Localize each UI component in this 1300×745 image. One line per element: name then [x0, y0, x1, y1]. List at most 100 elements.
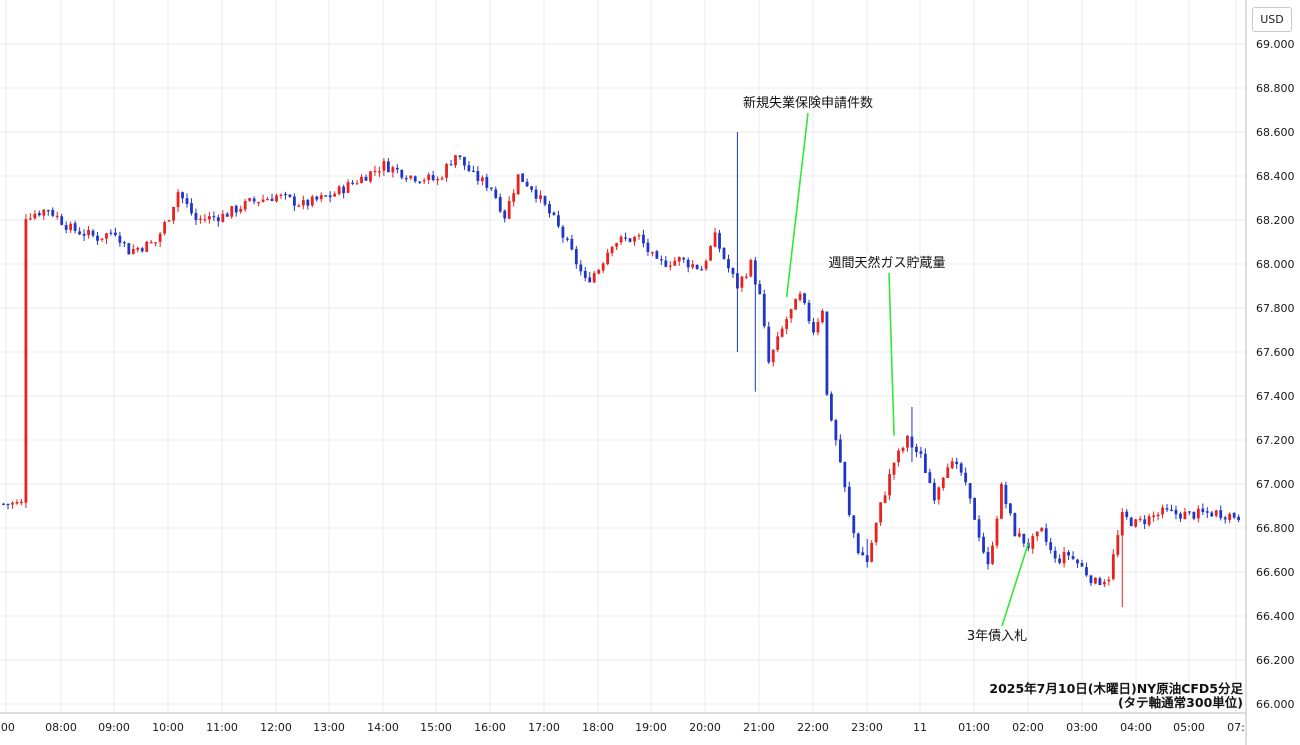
candle-body — [489, 187, 493, 189]
candle-body — [901, 447, 905, 452]
candle-body — [467, 165, 471, 172]
candle-body — [615, 243, 618, 247]
annotation-3yr-auction: 3年債入札 — [967, 629, 1027, 644]
candle-body — [185, 198, 189, 204]
time-axis[interactable]: :00 08:00 09:00 10:00 11:00 12:00 13:00 14:00 15… — [0, 721, 1245, 734]
chart-caption-line1: 2025年7月10日(木曜日)NY原油CFD5分足 — [989, 681, 1243, 696]
candle-body — [870, 542, 874, 562]
candle-body — [1067, 552, 1070, 556]
y-tick-label: 67.000 — [1256, 478, 1295, 491]
candle-body — [149, 242, 153, 244]
candle-body — [373, 170, 377, 173]
candle-body — [20, 501, 23, 504]
candle-body — [825, 311, 829, 395]
candle-body — [700, 269, 704, 271]
y-tick-label: 69.000 — [1256, 38, 1295, 51]
candle-body — [315, 196, 319, 200]
x-tick-label: 21:00 — [743, 721, 775, 734]
candle-body — [668, 265, 672, 267]
candle-body — [158, 233, 162, 242]
x-tick-label: 03:00 — [1066, 721, 1098, 734]
y-tick-label: 68.800 — [1256, 82, 1295, 95]
candle-body — [1053, 550, 1057, 559]
candle-body — [1201, 508, 1205, 513]
x-tick-label: 01:00 — [958, 721, 990, 734]
candle-body — [695, 264, 699, 269]
candle-body — [816, 321, 820, 333]
candle-body — [230, 206, 234, 217]
currency-selector[interactable]: USD — [1252, 7, 1292, 32]
candle-body — [516, 174, 520, 195]
candle-body — [507, 200, 511, 219]
candle-body — [1058, 558, 1062, 563]
candle-body — [64, 225, 68, 230]
candle-body — [941, 477, 945, 488]
candle-body — [145, 241, 149, 252]
candle-body — [1098, 578, 1102, 585]
candle-body — [360, 176, 363, 183]
candle-body — [404, 178, 408, 180]
candle-body — [436, 179, 439, 181]
candle-body — [1102, 582, 1106, 585]
candle-body — [1219, 510, 1223, 519]
candle-body — [879, 502, 883, 523]
x-tick-label: 10:00 — [152, 721, 184, 734]
candle-body — [503, 210, 507, 219]
candle-body — [279, 194, 283, 196]
candle-body — [619, 236, 623, 243]
candle-body — [704, 261, 708, 269]
candle-body — [445, 164, 448, 178]
x-tick-label: 20:00 — [689, 721, 721, 734]
y-tick-label: 68.200 — [1256, 214, 1295, 227]
candle-body — [583, 270, 587, 278]
y-tick-label: 68.000 — [1256, 258, 1295, 271]
candle-body — [454, 155, 457, 166]
candle-body — [427, 174, 431, 180]
candle-body — [1129, 517, 1133, 527]
candle-body — [114, 232, 117, 236]
y-tick-label: 66.200 — [1256, 654, 1295, 667]
candle-body — [655, 251, 659, 259]
candle-body — [539, 195, 542, 200]
candle-body — [1183, 511, 1187, 520]
x-tick-label: 23:00 — [851, 721, 883, 734]
candle-body — [932, 482, 936, 501]
candle-body — [109, 232, 113, 234]
candle-body — [892, 462, 896, 475]
x-tick-label: 18:00 — [582, 721, 614, 734]
candle-body — [409, 175, 413, 179]
candle-body — [1188, 511, 1191, 513]
candle-body — [1170, 509, 1173, 511]
candle-body — [736, 273, 739, 289]
candle-body — [328, 195, 332, 198]
candle-body — [199, 218, 202, 220]
annotation-jobless-claims: 新規失業保険申請件数 — [743, 95, 873, 111]
candle-body — [306, 199, 310, 206]
candle-body — [610, 246, 614, 254]
candle-body — [1013, 513, 1017, 537]
y-tick-label: 67.400 — [1256, 390, 1295, 403]
candle-body — [154, 242, 158, 244]
candle-body — [861, 552, 865, 556]
candle-body — [480, 177, 484, 182]
candle-body — [1017, 533, 1021, 537]
candle-body — [24, 219, 28, 503]
candle-body — [1080, 563, 1084, 567]
candle-body — [207, 216, 211, 220]
candle-body — [1152, 515, 1155, 517]
candle-body — [6, 503, 10, 506]
candle-body — [1214, 510, 1218, 516]
candle-body — [337, 186, 341, 195]
candle-body — [543, 196, 547, 205]
price-axis[interactable]: 66.000 66.200 66.400 66.600 66.800 67.000 67.2… — [1256, 38, 1295, 711]
x-tick-label: 08:00 — [45, 721, 77, 734]
candle-body — [1210, 512, 1214, 517]
x-tick-label: 11:00 — [206, 721, 238, 734]
candle-body — [856, 533, 860, 554]
candle-body — [664, 260, 668, 267]
candle-body — [821, 310, 824, 323]
candle-body — [677, 257, 681, 262]
candle-body — [1237, 516, 1241, 521]
candle-body — [234, 205, 238, 213]
candle-body — [252, 198, 256, 202]
